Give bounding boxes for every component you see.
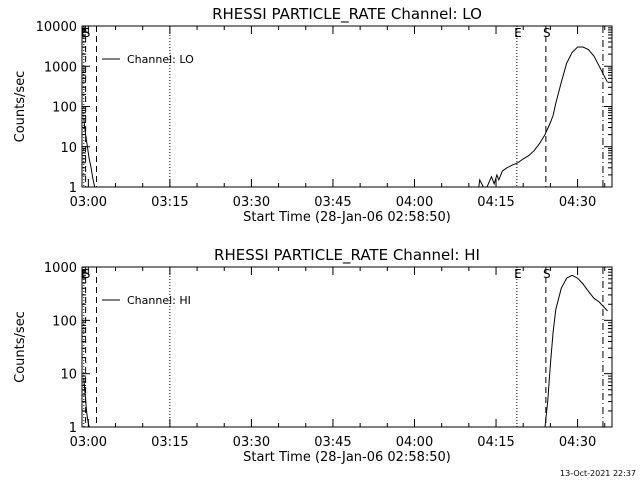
x-tick-label: 04:30: [559, 195, 596, 210]
x-tick-label: 03:30: [233, 435, 270, 450]
x-tick-label: 03:00: [70, 195, 107, 210]
x-axis-label: Start Time (28-Jan-06 02:58:50): [243, 450, 451, 465]
marker-label: E: [514, 267, 522, 281]
y-tick-label: 100: [52, 314, 77, 329]
legend-label: Channel: LO: [127, 53, 194, 66]
legend-label: Channel: HI: [127, 294, 191, 307]
y-tick-label: 100: [52, 101, 77, 116]
y-tick-label: 1: [69, 181, 77, 196]
marker-label: E: [81, 26, 89, 40]
x-tick-label: 03:15: [151, 435, 188, 450]
series-line: [83, 46, 608, 188]
marker-label: S: [83, 26, 91, 40]
y-axis-label: Counts/sec: [13, 311, 28, 383]
chart-title: RHESSI PARTICLE_RATE Channel: LO: [212, 5, 482, 24]
series-line: [83, 274, 608, 428]
plot-frame: [81, 266, 613, 428]
hi-channel-panel: RHESSI PARTICLE_RATE Channel: HI 1 10 100 10…: [13, 246, 613, 465]
chart-title: RHESSI PARTICLE_RATE Channel: HI: [214, 246, 480, 265]
x-tick-label: 03:00: [70, 435, 107, 450]
x-tick-label: 03:45: [314, 195, 351, 210]
plot-frame: [81, 25, 613, 188]
y-tick-label: 1000: [44, 261, 77, 276]
x-axis-label: Start Time (28-Jan-06 02:58:50): [243, 210, 451, 225]
marker-label: E: [81, 267, 89, 281]
x-tick-label: 04:30: [559, 435, 596, 450]
lo-channel-panel: RHESSI PARTICLE_RATE Channel: LO 1 10 100 10…: [13, 5, 613, 225]
x-tick-label: 04:00: [396, 195, 433, 210]
marker-label: E: [514, 26, 522, 40]
x-tick-label: 04:15: [477, 435, 514, 450]
marker-label: S: [543, 267, 551, 281]
x-tick-label: 03:15: [151, 195, 188, 210]
marker-label: S: [83, 267, 91, 281]
y-tick-label: 1000: [44, 60, 77, 75]
x-tick-label: 04:15: [477, 195, 514, 210]
y-tick-label: 10: [60, 141, 77, 156]
y-axis-label: Counts/sec: [13, 71, 28, 143]
x-tick-label: 04:00: [396, 435, 433, 450]
marker-label: S: [543, 26, 551, 40]
generation-timestamp: 13-Oct-2021 22:37: [560, 469, 636, 478]
y-tick-label: 10000: [36, 20, 77, 35]
y-tick-label: 10: [60, 368, 77, 383]
x-tick-label: 03:30: [233, 195, 270, 210]
y-tick-label: 1: [69, 421, 77, 436]
x-tick-label: 03:45: [314, 435, 351, 450]
